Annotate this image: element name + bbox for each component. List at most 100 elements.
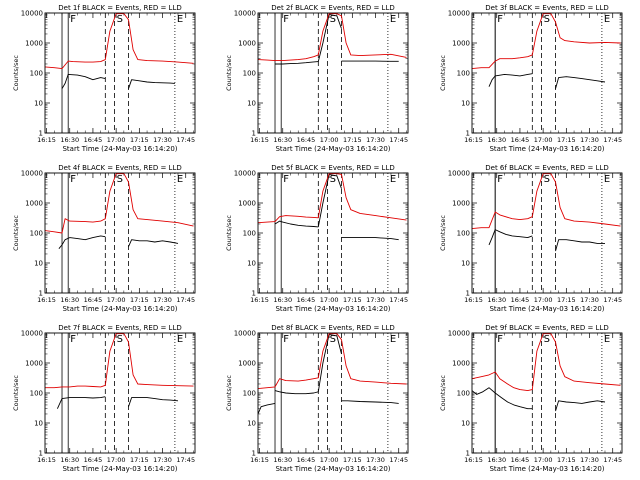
x-axis-label: Start Time (24-May-03 16:14:20): [62, 465, 177, 473]
marker-label-s: S: [330, 174, 336, 185]
x-tick-label: 17:00: [107, 456, 126, 464]
y-tick-label: 100: [243, 70, 256, 78]
x-tick-label: 17:45: [389, 296, 408, 304]
x-tick-label: 17:45: [603, 296, 622, 304]
y-tick-label: 10000: [21, 330, 43, 338]
marker-label-f: F: [283, 174, 289, 185]
x-tick-label: 16:45: [84, 296, 103, 304]
x-tick-label: 17:45: [176, 136, 195, 144]
y-tick-label: 1: [466, 450, 470, 458]
y-tick-label: 100: [457, 230, 470, 238]
x-tick-label: 16:30: [273, 296, 292, 304]
y-tick-label: 1: [39, 450, 43, 458]
series-group: [472, 13, 621, 89]
plot-frame: [257, 12, 409, 134]
marker-label-s: S: [117, 174, 123, 185]
x-tick-label: 17:15: [557, 456, 576, 464]
series-events-segment-2: [128, 397, 179, 407]
series-events-segment-1: [488, 229, 533, 246]
x-tick-label: 16:30: [273, 136, 292, 144]
y-axis-label: Counts/sec: [439, 375, 447, 411]
marker-label-f: F: [70, 334, 76, 345]
series-events-segment-1: [488, 73, 533, 87]
x-tick-label: 16:15: [250, 136, 269, 144]
x-tick-label: 17:30: [366, 136, 385, 144]
x-tick-label: 16:30: [60, 296, 79, 304]
panel-title: Det 9f BLACK = Events, RED = LLD: [485, 324, 608, 332]
plot-frame: [44, 12, 196, 134]
x-tick-label: 16:45: [511, 296, 530, 304]
y-tick-label: 10: [247, 420, 256, 428]
y-tick-label: 100: [243, 230, 256, 238]
x-tick-label: 17:00: [320, 136, 339, 144]
marker-label-f: F: [70, 14, 76, 25]
y-tick-label: 1: [252, 130, 256, 138]
y-axis-label: Counts/sec: [12, 215, 20, 251]
y-axis-label: Counts/sec: [225, 55, 233, 91]
panel-title: Det 5f BLACK = Events, RED = LLD: [271, 164, 394, 172]
x-tick-label: 16:15: [37, 296, 56, 304]
panel-3: Det 3f BLACK = Events, RED = LLD 1 10 100 10…: [439, 4, 623, 153]
x-tick-label: 17:00: [320, 456, 339, 464]
x-axis-label: Start Time (24-May-03 16:14:20): [275, 465, 390, 473]
x-tick-label: 17:30: [153, 136, 172, 144]
panel-4: Det 4f BLACK = Events, RED = LLD 1 10 100 10…: [12, 164, 196, 313]
panel-1: Det 1f BLACK = Events, RED = LLD 1 10 100 10…: [12, 4, 196, 153]
series-group: [258, 173, 407, 293]
y-tick-label: 1000: [25, 40, 43, 48]
series-events-segment-2: [275, 61, 319, 65]
x-tick-label: 17:00: [107, 296, 126, 304]
y-tick-label: 1: [252, 450, 256, 458]
series-events-segment-2: [274, 220, 319, 228]
marker-label-s: S: [117, 14, 123, 25]
x-tick-label: 17:15: [130, 296, 149, 304]
x-axis-label: Start Time (24-May-03 16:14:20): [489, 305, 604, 313]
series-group: [258, 333, 407, 415]
plot-frame: [471, 12, 623, 134]
x-tick-label: 17:00: [534, 296, 553, 304]
marker-label-f: F: [497, 334, 503, 345]
marker-label-f: F: [497, 174, 503, 185]
y-tick-label: 10000: [234, 10, 256, 18]
y-tick-label: 1000: [238, 40, 256, 48]
x-tick-label: 16:15: [464, 456, 483, 464]
series-events-segment-2: [555, 400, 606, 412]
x-tick-label: 17:15: [343, 296, 362, 304]
marker-label-s: S: [330, 334, 336, 345]
marker-label-e: E: [604, 174, 610, 185]
x-tick-label: 17:30: [153, 456, 172, 464]
x-tick-label: 17:15: [130, 456, 149, 464]
panel-7: Det 7f BLACK = Events, RED = LLD 1 10 100 10…: [12, 324, 196, 473]
series-lld-segment-1: [45, 333, 194, 389]
x-tick-label: 16:30: [487, 456, 506, 464]
y-tick-label: 1: [466, 130, 470, 138]
y-axis-label: Counts/sec: [225, 375, 233, 411]
panel-5: Det 5f BLACK = Events, RED = LLD 1 10 100 10…: [225, 164, 409, 313]
panel-title: Det 8f BLACK = Events, RED = LLD: [271, 324, 394, 332]
marker-label-e: E: [390, 14, 396, 25]
marker-label-e: E: [177, 14, 183, 25]
series-lld-segment-1: [472, 173, 621, 230]
y-axis-label: Counts/sec: [439, 215, 447, 251]
x-axis-label: Start Time (24-May-03 16:14:20): [275, 305, 390, 313]
y-tick-label: 1000: [452, 40, 470, 48]
y-tick-label: 10000: [448, 330, 470, 338]
series-events-segment-1: [56, 396, 106, 409]
y-tick-label: 1000: [238, 200, 256, 208]
x-tick-label: 16:45: [84, 456, 103, 464]
series-lld-segment-1: [472, 13, 621, 70]
marker-label-e: E: [604, 14, 610, 25]
panel-title: Det 3f BLACK = Events, RED = LLD: [485, 4, 608, 12]
x-tick-label: 17:15: [343, 456, 362, 464]
x-tick-label: 16:45: [84, 136, 103, 144]
y-tick-label: 10000: [21, 170, 43, 178]
y-tick-label: 100: [30, 230, 43, 238]
x-tick-label: 16:30: [487, 136, 506, 144]
marker-label-s: S: [117, 334, 123, 345]
y-tick-label: 10: [34, 260, 43, 268]
x-tick-label: 17:45: [389, 456, 408, 464]
y-tick-label: 10: [34, 100, 43, 108]
y-tick-label: 10: [34, 420, 43, 428]
plot-frame: [257, 332, 409, 454]
y-tick-label: 10000: [21, 10, 43, 18]
